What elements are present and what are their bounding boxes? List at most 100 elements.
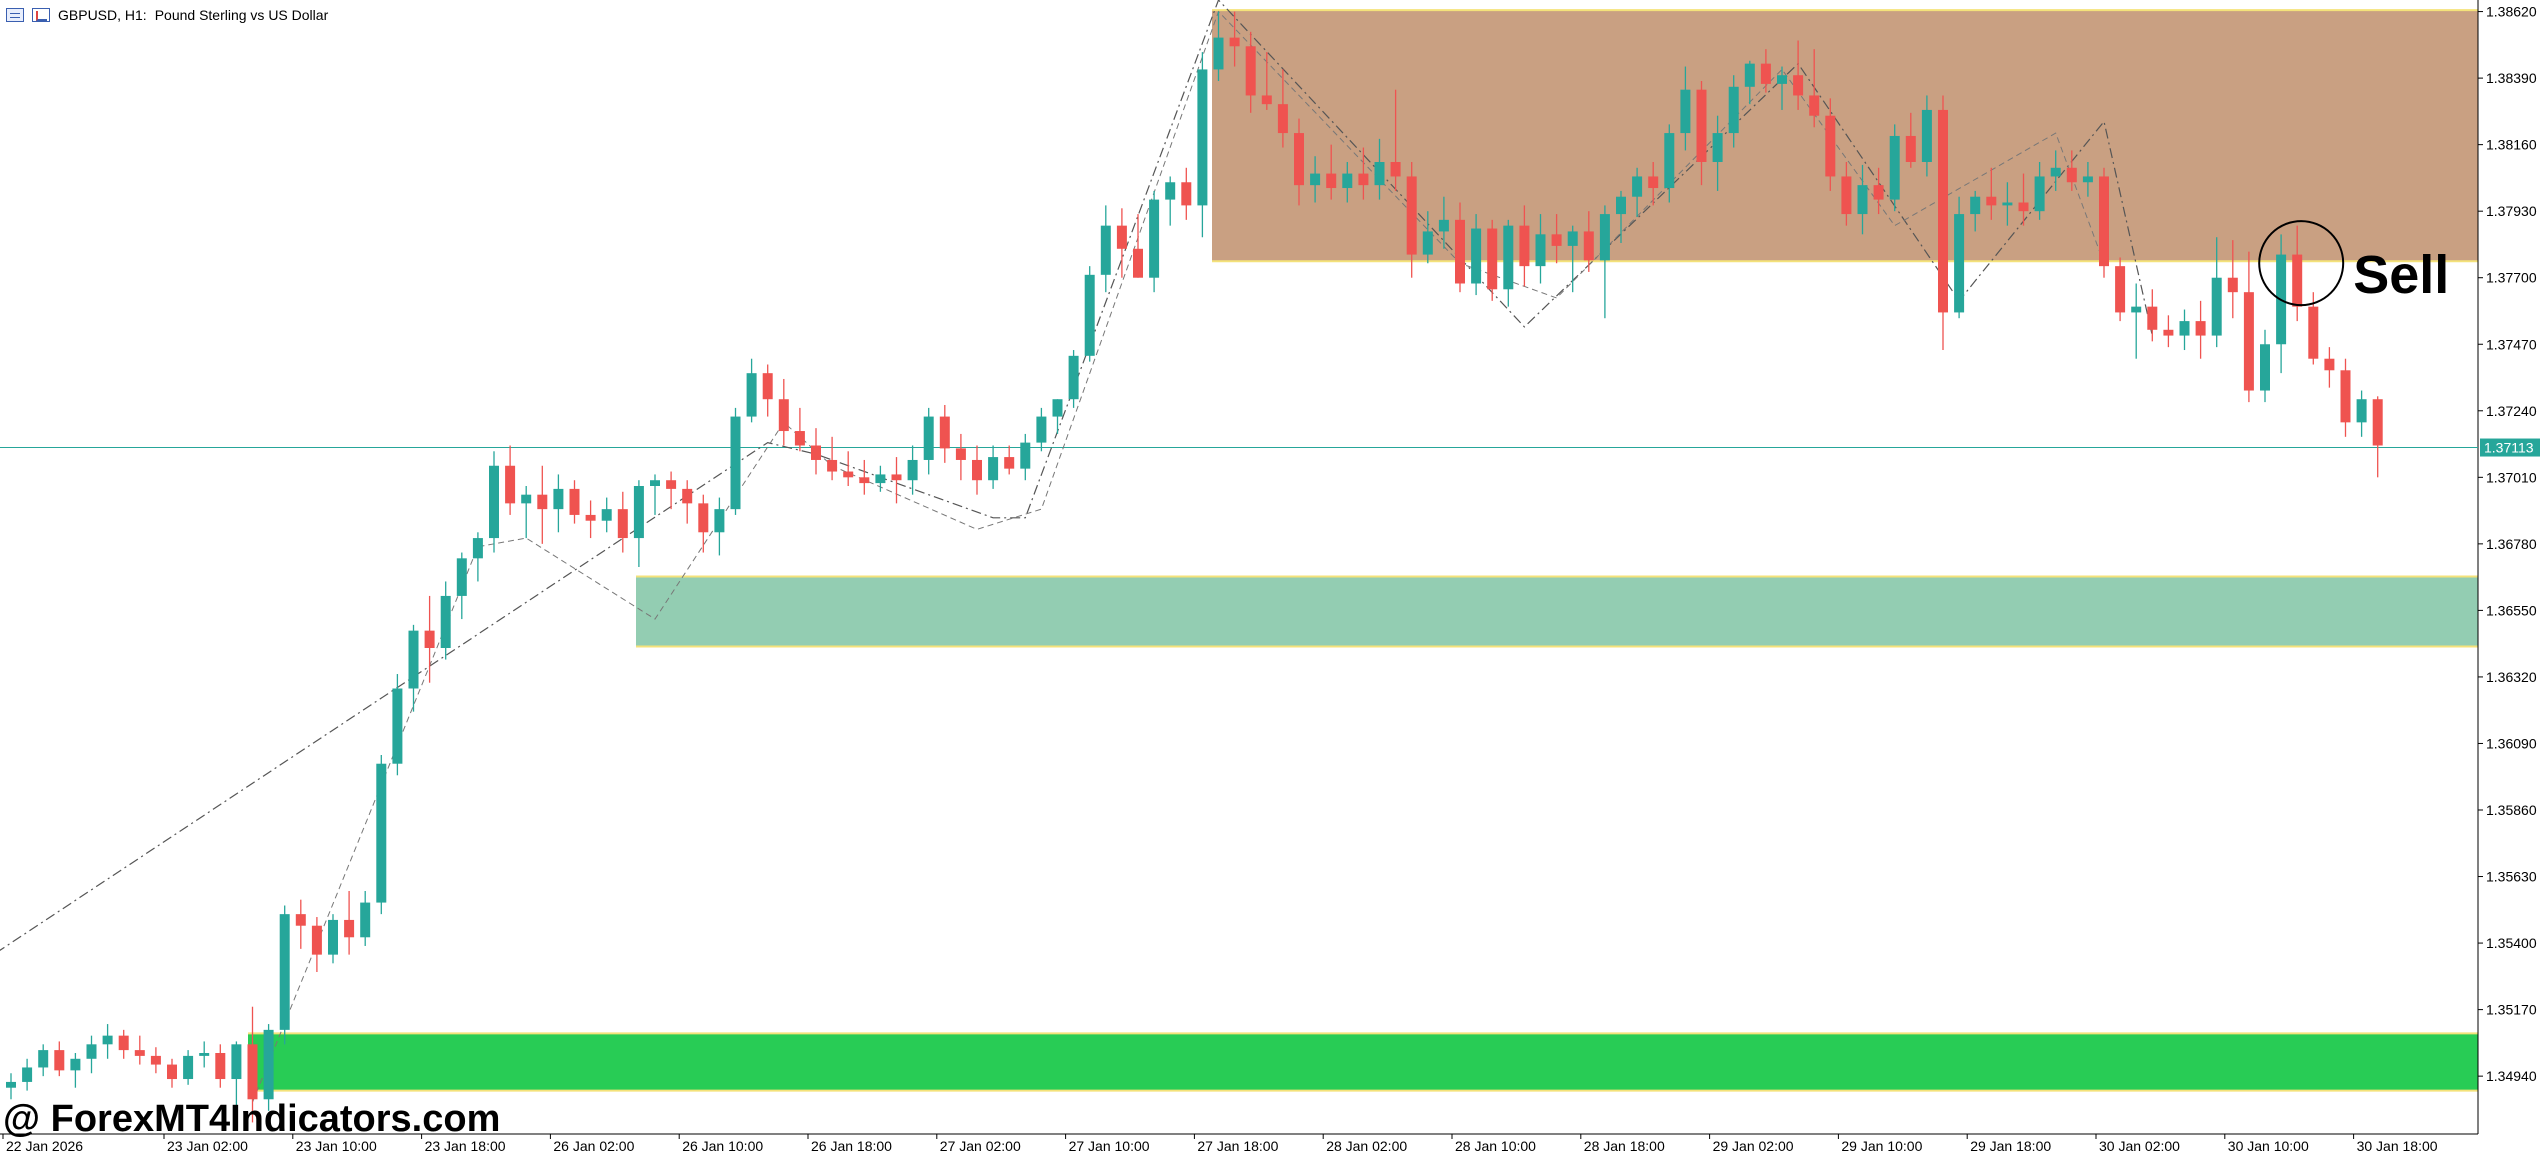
candle-body xyxy=(1551,234,1562,246)
y-tick-label: 1.38390 xyxy=(2486,70,2537,86)
x-tick-label: 27 Jan 18:00 xyxy=(1197,1138,1278,1154)
candle xyxy=(2002,182,2013,226)
candle-body xyxy=(2002,202,2013,206)
candle-body xyxy=(167,1064,177,1080)
candle xyxy=(1970,190,1981,232)
candle-body xyxy=(1889,135,1900,200)
candle xyxy=(1100,205,1111,293)
candle xyxy=(167,1058,177,1088)
y-tick-label: 1.37930 xyxy=(2486,203,2537,219)
candle-body xyxy=(746,373,757,417)
candle xyxy=(1020,433,1031,481)
candle xyxy=(1921,95,1932,177)
x-tick-label: 28 Jan 02:00 xyxy=(1326,1138,1407,1154)
candle-body xyxy=(328,919,338,955)
candle xyxy=(1503,219,1514,307)
candle-body xyxy=(601,509,612,521)
candle xyxy=(2227,240,2238,319)
candle xyxy=(2179,309,2190,351)
candle-body xyxy=(521,494,532,504)
candle xyxy=(1229,11,1240,67)
x-tick-label: 26 Jan 02:00 xyxy=(553,1138,634,1154)
candle-body xyxy=(1503,225,1514,290)
candle xyxy=(2034,162,2045,220)
candle-body xyxy=(150,1055,161,1065)
candle-body xyxy=(1487,228,1498,290)
candle-body xyxy=(215,1053,226,1080)
candle xyxy=(553,474,564,533)
y-tick-label: 1.34940 xyxy=(2486,1068,2537,1084)
candle xyxy=(134,1035,145,1065)
candle-body xyxy=(456,558,467,596)
candle-body xyxy=(1954,214,1965,313)
candle xyxy=(827,436,838,481)
candle xyxy=(215,1044,226,1088)
candle xyxy=(1149,190,1160,293)
chart-menu-icon[interactable] xyxy=(6,8,24,22)
y-tick-label: 1.35400 xyxy=(2486,935,2537,951)
candle-body xyxy=(859,477,870,484)
candle-body xyxy=(1438,219,1449,232)
x-tick-label: 23 Jan 02:00 xyxy=(167,1138,248,1154)
candle-body xyxy=(2260,344,2270,391)
candle-body xyxy=(714,509,725,533)
candle xyxy=(231,1041,242,1117)
candle-body xyxy=(2324,358,2335,371)
candle-body xyxy=(1084,274,1095,356)
chart-type-icon[interactable] xyxy=(32,8,50,22)
candle xyxy=(2018,173,2029,226)
candle xyxy=(1277,69,1288,148)
candle-body xyxy=(2227,277,2238,293)
candle-body xyxy=(279,914,290,1030)
candle-body xyxy=(1390,162,1401,177)
candle xyxy=(376,755,387,915)
sell-circle xyxy=(2258,220,2345,307)
candle xyxy=(1777,66,1787,110)
candle xyxy=(1197,52,1208,238)
candle-body xyxy=(1744,63,1755,87)
candle xyxy=(1599,205,1610,319)
candle-body xyxy=(569,488,580,515)
candle xyxy=(2324,347,2335,388)
candle xyxy=(1181,167,1192,220)
candle xyxy=(1036,407,1047,452)
candle-body xyxy=(2179,321,2190,336)
candle-body xyxy=(1471,228,1482,284)
zigzag-line-secondary xyxy=(252,10,2105,1103)
candle xyxy=(859,459,870,495)
candle-body xyxy=(2356,399,2367,423)
y-tick-label: 1.37700 xyxy=(2486,270,2537,286)
candle-body xyxy=(650,480,660,486)
y-tick-label: 1.37470 xyxy=(2486,336,2537,352)
candle xyxy=(988,445,999,489)
candle xyxy=(1068,350,1079,408)
candle xyxy=(1583,211,1594,272)
candle xyxy=(939,405,950,463)
candle-body xyxy=(2372,399,2383,446)
candle xyxy=(682,480,693,524)
candle xyxy=(778,378,789,446)
candle xyxy=(2260,329,2270,403)
candle xyxy=(2356,390,2367,437)
candle xyxy=(199,1041,210,1068)
candle-body xyxy=(1616,196,1626,215)
candle xyxy=(2163,315,2174,348)
candle-body xyxy=(134,1050,145,1056)
candle xyxy=(746,358,757,423)
candle-body xyxy=(505,465,516,504)
candle-body xyxy=(1696,89,1707,162)
y-tick-label: 1.36320 xyxy=(2486,669,2537,685)
candle xyxy=(2340,358,2351,437)
candle xyxy=(1680,66,1691,151)
candle-body xyxy=(1567,231,1578,246)
candle xyxy=(328,914,338,964)
candle-body xyxy=(1777,75,1787,84)
current-price-badge xyxy=(2480,438,2540,457)
candle xyxy=(875,465,886,492)
candle xyxy=(1116,208,1127,278)
candle xyxy=(1616,190,1626,243)
candle xyxy=(2211,237,2222,348)
candle-body xyxy=(875,474,886,484)
candle-body xyxy=(2082,176,2093,183)
